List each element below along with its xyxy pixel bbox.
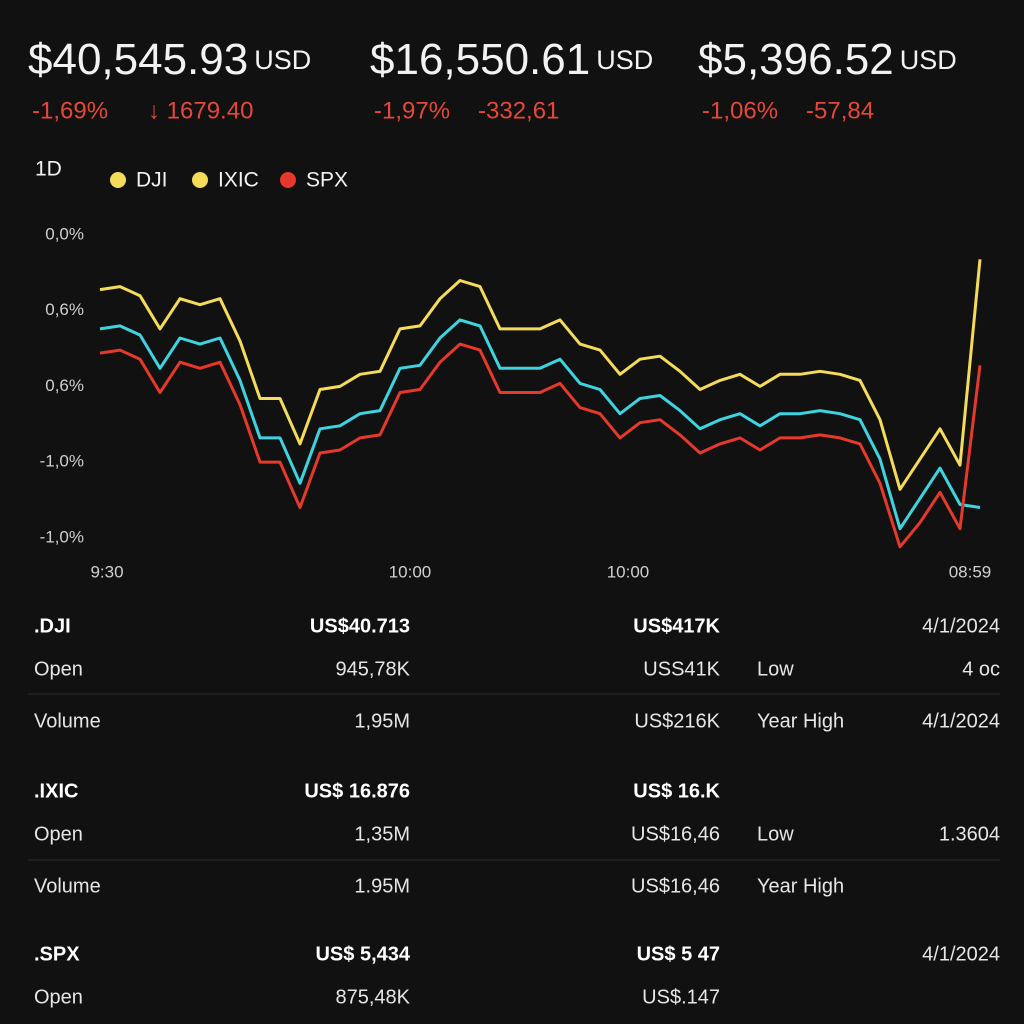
table-header-cell: .DJI <box>34 615 71 637</box>
table-header-cell: US$ 5 47 <box>637 943 720 965</box>
table-cell: 4 oc <box>962 658 1000 680</box>
legend-dot <box>110 172 126 188</box>
legend-label: IXIC <box>218 169 259 192</box>
quote-change: -332,61 <box>478 97 559 124</box>
y-axis-label: -1,0% <box>40 527 84 546</box>
y-axis-label: 0,6% <box>45 376 84 395</box>
y-axis-label: 0,6% <box>45 300 84 319</box>
table-header-cell: US$ 16.K <box>633 780 720 802</box>
legend-dot <box>192 172 208 188</box>
quote-line: $16,550.61 USD <box>370 35 653 84</box>
table-cell: US$216K <box>634 710 720 732</box>
quote-line: $5,396.52 USD <box>698 35 957 84</box>
table-header-cell: .IXIC <box>34 780 78 802</box>
table-cell: 1,35M <box>354 823 410 845</box>
x-axis-label: 10:00 <box>607 562 650 581</box>
table-cell: 1.95M <box>354 875 410 897</box>
table-cell: Open <box>34 658 83 680</box>
table-cell: USS41K <box>643 658 720 680</box>
table-cell: US$16,46 <box>631 823 720 845</box>
quote-currency: USD <box>900 45 957 75</box>
series-line <box>99 318 981 531</box>
table-cell: Volume <box>34 875 101 897</box>
table-header-cell: US$ 5,434 <box>315 943 410 965</box>
range-label[interactable]: 1D <box>35 158 62 181</box>
x-axis-label: 9:30 <box>90 562 123 581</box>
table-header-cell: .SPX <box>34 943 80 965</box>
legend-label: DJI <box>136 169 168 192</box>
table-cell: 1,95M <box>354 710 410 732</box>
table-cell: Volume <box>34 710 101 732</box>
quote-change-pct: -1,06% <box>702 97 778 124</box>
table-cell: Open <box>34 823 83 845</box>
legend-dot <box>280 172 296 188</box>
table-cell: Year High <box>757 710 844 732</box>
table-cell: 4/1/2024 <box>922 710 1000 732</box>
quote-currency: USD <box>254 45 311 75</box>
table-cell: 875,48K <box>335 986 410 1008</box>
y-axis-label: 0,0% <box>45 224 84 243</box>
quote-change-pct: -1,69% <box>32 97 108 124</box>
series-line <box>99 342 982 549</box>
table-header-cell: US$417K <box>633 615 720 637</box>
table-cell: Open <box>34 986 83 1008</box>
table-cell: Low <box>757 823 794 845</box>
x-axis-label: 10:00 <box>389 562 432 581</box>
quote-price: $5,396.52 <box>698 35 894 84</box>
table-cell: 1.3604 <box>939 823 1000 845</box>
series-line <box>99 259 982 491</box>
quote-change: -57,84 <box>806 97 874 124</box>
table-header-cell: US$ 16.876 <box>304 780 410 802</box>
table-cell: US$16,46 <box>631 875 720 897</box>
quote-currency: USD <box>596 45 653 75</box>
quote-change: ↓ 1679.40 <box>148 97 253 124</box>
table-cell: Year High <box>757 875 844 897</box>
quote-change-pct: -1,97% <box>374 97 450 124</box>
table-cell: US$.147 <box>642 986 720 1008</box>
quote-line: $40,545.93 USD <box>28 35 311 84</box>
table-header-cell: 4/1/2024 <box>922 943 1000 965</box>
legend-label: SPX <box>306 169 348 192</box>
table-header-cell: 4/1/2024 <box>922 615 1000 637</box>
y-axis-label: -1,0% <box>40 452 84 471</box>
quote-price: $16,550.61 <box>370 35 590 84</box>
table-header-cell: US$40.713 <box>310 615 410 637</box>
table-cell: 945,78K <box>335 658 410 680</box>
quote-price: $40,545.93 <box>28 35 248 84</box>
table-cell: Low <box>757 658 794 680</box>
x-axis-label: 08:59 <box>949 562 992 581</box>
